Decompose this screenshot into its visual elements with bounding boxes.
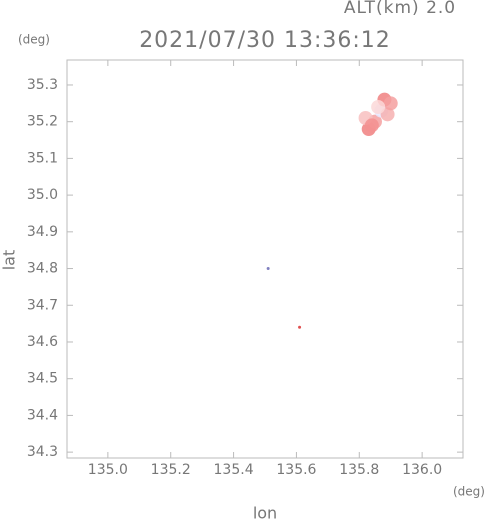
- y-unit: (deg): [18, 33, 50, 47]
- x-tick-label: 135.0: [88, 462, 128, 478]
- x-tick-label: 135.8: [339, 462, 379, 478]
- y-tick-label: 34.3: [27, 444, 58, 460]
- y-tick-label: 35.0: [27, 187, 58, 203]
- x-unit: (deg): [453, 485, 485, 499]
- y-axis-label: lat: [0, 250, 19, 271]
- y-tick-label: 34.4: [27, 407, 58, 423]
- y-tick-label: 34.7: [27, 297, 58, 313]
- echo-point: [383, 96, 398, 111]
- plot-frame: [66, 59, 464, 459]
- y-tick-label: 34.5: [27, 371, 58, 387]
- x-tick-label: 136.0: [402, 462, 442, 478]
- y-tick-label: 34.6: [27, 334, 58, 350]
- x-axis-label: lon: [253, 504, 277, 521]
- echo-point: [380, 107, 395, 122]
- y-tick-label: 35.2: [27, 114, 58, 130]
- y-tick-label: 35.3: [27, 77, 58, 93]
- header: ALT(km) 2.0: [344, 0, 456, 18]
- echo-point: [371, 99, 386, 114]
- y-tick-label: 34.8: [27, 261, 58, 277]
- echo-point: [266, 267, 270, 271]
- echo-point: [298, 325, 302, 329]
- x-tick-label: 135.6: [276, 462, 316, 478]
- x-tick-label: 135.4: [214, 462, 254, 478]
- chart-title: 2021/07/30 13:36:12: [139, 28, 391, 53]
- y-tick-label: 34.9: [27, 224, 58, 240]
- echo-point: [364, 118, 379, 133]
- y-tick-label: 35.1: [27, 150, 58, 166]
- x-tick-label: 135.2: [151, 462, 191, 478]
